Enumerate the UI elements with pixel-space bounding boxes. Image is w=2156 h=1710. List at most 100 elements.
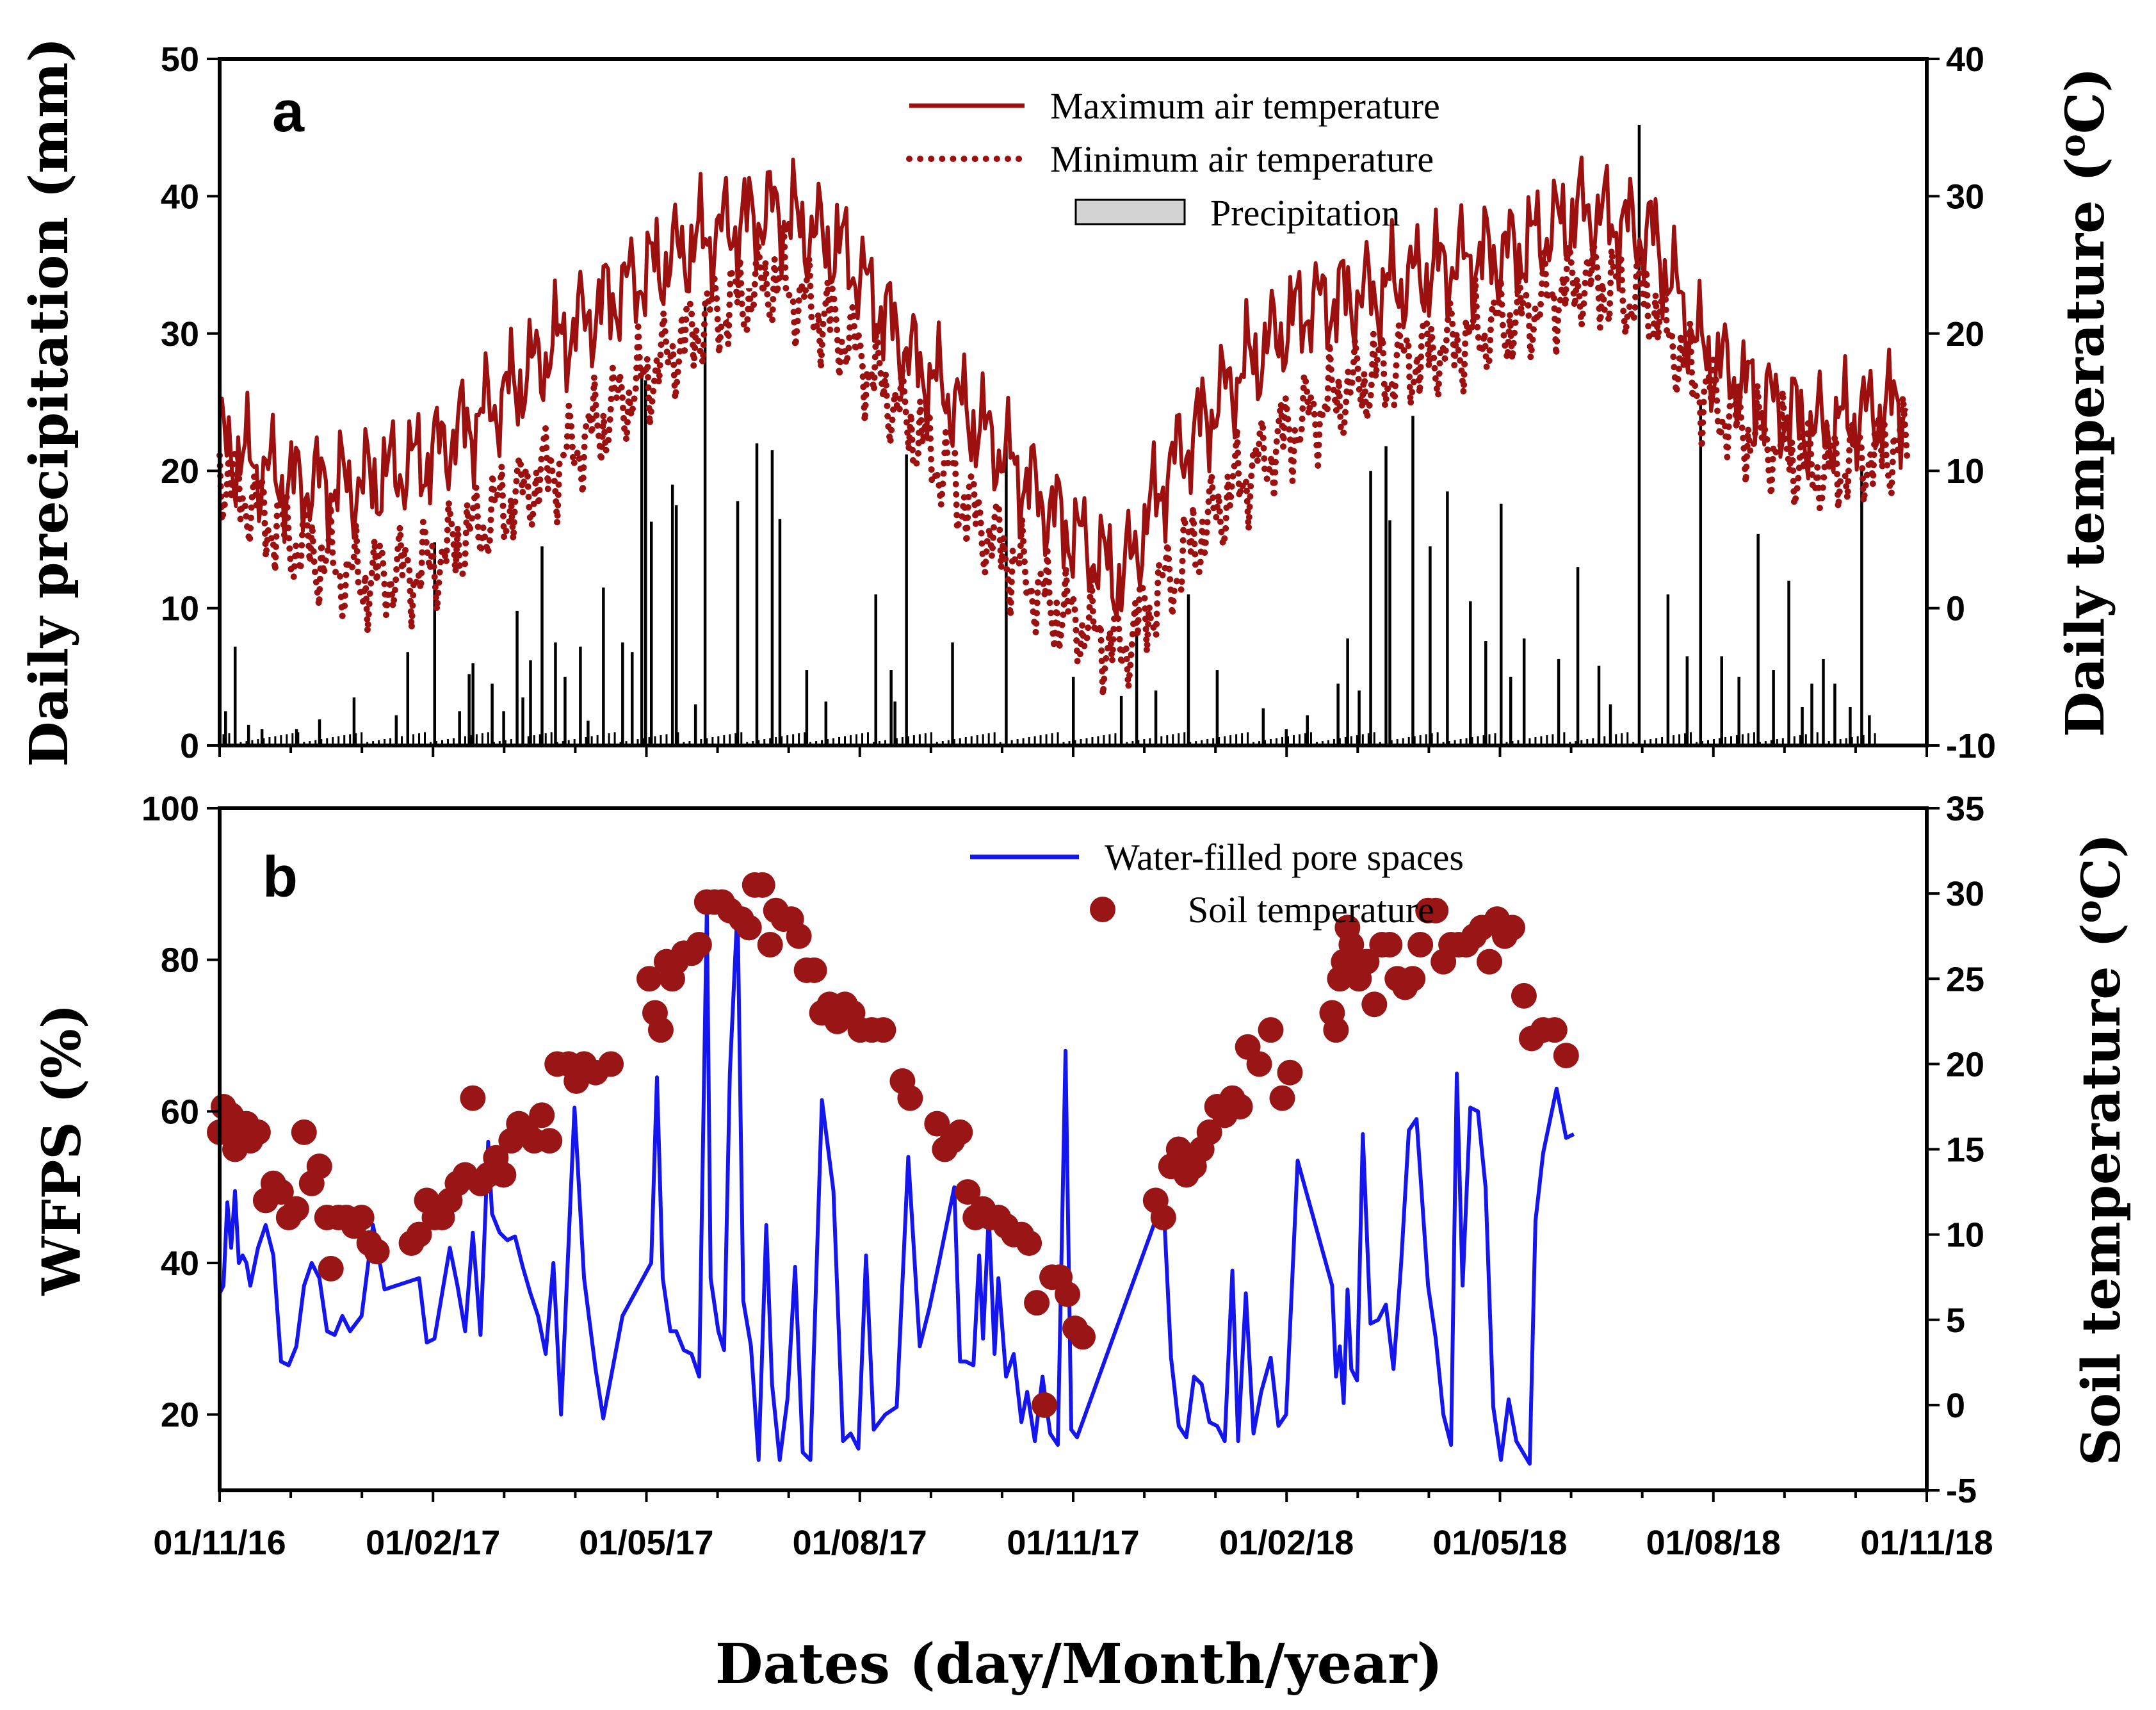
y-tick-label: 40 [161, 177, 199, 216]
precip-bar [602, 734, 604, 745]
precip-bar [1477, 736, 1479, 745]
precip-bar [544, 733, 547, 745]
precip-bar [332, 737, 334, 745]
precip-bar [1413, 736, 1416, 745]
precip-bar [1270, 739, 1272, 745]
precip-bar [1446, 491, 1449, 745]
x-tick-label: 01/05/18 [1432, 1524, 1567, 1562]
precip-bar [700, 739, 702, 745]
precip-bar [778, 519, 782, 745]
legend-wfps-label: Water-filled pore spaces [1105, 836, 1464, 878]
legend-precip-box [1074, 199, 1186, 225]
precipitation-bars [222, 124, 1876, 746]
precip-bar [671, 733, 674, 745]
soil-temperature-point [786, 923, 812, 949]
precip-bar [1781, 738, 1784, 745]
soil-temperature-point [1423, 897, 1449, 924]
legend-max-label: Maximum air temperature [1050, 85, 1440, 127]
precip-bar [1276, 738, 1278, 745]
precip-bar [723, 735, 725, 745]
precip-bar [770, 450, 774, 745]
panel-a-right-axis-title-end: C) [2055, 67, 2116, 134]
precip-bar [1206, 739, 1209, 745]
precip-bar [832, 738, 835, 745]
y-tick-label: 30 [1946, 875, 1984, 913]
precip-bar [993, 732, 996, 745]
precip-bar [636, 739, 639, 745]
panel-a-legend: Maximum air temperature Minimum air temp… [906, 85, 1440, 234]
y-tick-label: 80 [161, 941, 199, 980]
precip-bar [1119, 696, 1123, 745]
precip-bar [533, 735, 535, 745]
precip-bar [384, 739, 386, 745]
precip-bar [1258, 741, 1261, 745]
precip-bar [792, 734, 795, 745]
precip-bar [1051, 733, 1053, 745]
precip-bar [579, 738, 581, 745]
precip-bar [1833, 683, 1836, 745]
precip-bar [736, 501, 740, 745]
precip-bar [1292, 735, 1295, 745]
soil-temperature-point [647, 1017, 674, 1043]
precip-bar [815, 741, 818, 745]
precip-bar [642, 738, 645, 745]
precip-bar [1804, 734, 1807, 745]
precip-bar [1114, 733, 1117, 745]
precip-bar [529, 660, 532, 745]
precip-bar [781, 736, 783, 745]
y-tick-label: 20 [1946, 315, 1984, 354]
precip-bar [1120, 732, 1123, 745]
precip-bar [775, 737, 777, 745]
precip-bar [1494, 733, 1496, 745]
precip-bar [233, 646, 237, 745]
precip-bar [245, 741, 248, 745]
precip-bar [918, 734, 921, 745]
soil-temperature-point [947, 1119, 973, 1145]
precip-bar [1028, 737, 1030, 745]
panel-a-left-axis: 0 10 20 30 40 50 [161, 40, 220, 765]
precip-bar [884, 740, 886, 745]
precip-bar [677, 732, 679, 745]
x-tick-label: 01/02/17 [366, 1524, 500, 1562]
precip-bar [1500, 732, 1502, 745]
precip-bar [406, 652, 410, 745]
soil-temperature-point [749, 872, 775, 898]
precip-bar [1772, 670, 1775, 745]
precip-bar [1592, 738, 1594, 745]
max-air-temperature-line [218, 155, 1909, 619]
precip-bar [1511, 741, 1514, 745]
precip-bar [1626, 732, 1629, 745]
soil-temperature-point [1354, 949, 1380, 975]
y-tick-label: 10 [1946, 452, 1984, 491]
precip-bar [1304, 733, 1306, 745]
panel-b-x-axis: 01/11/16 01/02/17 01/05/17 01/08/17 01/11/17… [153, 1490, 1993, 1562]
precip-bar [1701, 741, 1704, 745]
soil-temperature-point [490, 1162, 517, 1188]
precip-bar [889, 739, 892, 745]
precip-bar [372, 741, 375, 745]
legend-soil-dot [1090, 897, 1115, 922]
precip-bar [1143, 739, 1146, 745]
precip-bar [268, 737, 271, 745]
precip-bar [1074, 740, 1076, 745]
precip-bar [1822, 658, 1825, 745]
y-tick-label: 0 [1946, 1387, 1965, 1425]
precip-bar [1685, 656, 1689, 745]
precip-bar [1576, 567, 1580, 745]
soil-temperature-point [757, 932, 783, 957]
soil-temperature-point [1499, 915, 1525, 941]
precip-bar [251, 740, 254, 745]
precip-bar [970, 736, 973, 745]
precip-bar [729, 734, 731, 745]
precip-bar [1523, 739, 1525, 745]
precip-bar [280, 735, 282, 745]
precip-bar [318, 719, 321, 745]
precip-bar [1358, 690, 1361, 745]
precip-bar [631, 740, 633, 745]
precip-bar [850, 735, 852, 745]
precip-bar [1839, 739, 1842, 745]
precip-bar [349, 734, 352, 745]
precip-bar [1459, 739, 1462, 745]
